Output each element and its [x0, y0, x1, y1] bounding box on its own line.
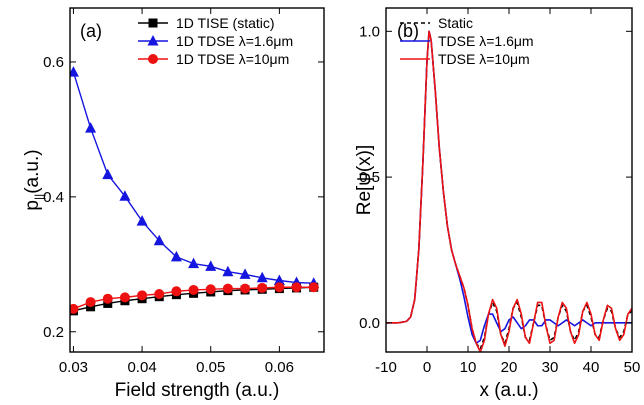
panel-b-y-ticks: 0.0 0.5 1.0	[359, 23, 632, 332]
panel-a-series-1-point	[119, 190, 131, 201]
panel-b-series-1-line	[386, 30, 632, 345]
panel-a-y-tick-label: 0.6	[43, 54, 64, 71]
panel-b-y-tick-label: 1.0	[359, 23, 380, 40]
panel-b-y-tick-label: 0.5	[359, 169, 380, 186]
panel-a-label: (a)	[80, 21, 102, 41]
panel-a-x-tick-label: 0.04	[127, 359, 156, 376]
panel-a-series-1-point	[170, 250, 182, 262]
panel-a-x-tick-label: 0.05	[196, 359, 225, 376]
panel-a-legend: 1D TISE (static) 1D TDSE λ=1.6μm 1D TDSE λ…	[138, 15, 293, 67]
panel-a-plot-area	[70, 66, 320, 316]
panel-b: -10 0 10 20 30 40 50 0.0 0.5 1.0 (b) x (a.u.) Re…	[354, 7, 640, 401]
panel-b-series-group	[386, 30, 632, 352]
panel-b-x-tick-label: 30	[542, 359, 559, 376]
panel-b-legend-label: Static	[438, 15, 473, 31]
panel-a-series-2-point	[291, 282, 302, 293]
panel-b-x-tick-label: 40	[583, 359, 600, 376]
panel-a-series-2-point	[171, 286, 182, 297]
panel-a-series-2-point	[154, 288, 165, 299]
panel-a-x-axis-title: Field strength (a.u.)	[115, 380, 280, 401]
panel-a-legend-swatch-marker	[148, 54, 158, 64]
panel-a-series-1-point	[222, 265, 234, 277]
panel-a-series-group	[70, 66, 320, 316]
panel-a-legend-swatch-marker	[148, 18, 158, 28]
panel-a-series-2-point	[222, 283, 233, 294]
panel-b-y-axis-title: Re[ψ(x)]	[354, 145, 375, 216]
panel-a-legend-label: 1D TISE (static)	[176, 15, 275, 31]
panel-a-series-2-point	[137, 290, 148, 301]
panel-a-x-tick-label: 0.03	[59, 359, 88, 376]
panel-a-series-2-point	[119, 292, 130, 303]
panel-a-y-tick-label: 0.4	[43, 189, 64, 206]
panel-a-y-axis-title-units: (a.u.)	[22, 149, 43, 193]
panel-a-series-2-point	[308, 282, 319, 293]
panel-a-x-ticks: 0.03 0.04 0.05 0.06	[59, 8, 294, 376]
panel-a-x-tick-label: 0.06	[265, 359, 294, 376]
panel-a-series-2-point	[188, 284, 199, 295]
panel-b-y-tick-label: 0.0	[359, 315, 380, 332]
panel-a-series-1-point	[153, 234, 165, 246]
panel-b-x-tick-label: 20	[501, 359, 518, 376]
panel-a-series-2-point	[85, 297, 96, 308]
panel-a-series-2-point	[240, 283, 251, 294]
panel-b-legend-label: TDSE λ=1.6μm	[438, 33, 534, 49]
panel-a-y-axis-title-subscript: ||	[32, 194, 46, 200]
panel-b-x-tick-label: 50	[624, 359, 641, 376]
panel-b-x-tick-label: -10	[375, 359, 397, 376]
panel-b-legend: Static TDSE λ=1.6μm TDSE λ=10μm	[400, 15, 534, 67]
panel-a: 0.03 0.04 0.05 0.06 0.2 0.4 0.6 (a) Field str…	[22, 7, 325, 401]
panel-a-series-1-point	[188, 257, 200, 269]
panel-b-plot-area	[386, 30, 632, 352]
panel-a-y-ticks: 0.2 0.4 0.6	[43, 54, 324, 341]
panel-a-y-tick-label: 0.2	[43, 324, 64, 341]
panel-b-label: (b)	[397, 21, 419, 41]
panel-b-x-ticks: -10 0 10 20 30 40 50	[375, 8, 640, 376]
panel-a-series-1-point	[205, 260, 217, 271]
panel-a-series-1-point	[70, 66, 79, 77]
panel-b-legend-label: TDSE λ=10μm	[438, 51, 530, 67]
panel-a-series-1-point	[102, 168, 114, 180]
panel-a-series-2-point	[274, 282, 285, 293]
panel-b-x-tick-label: 10	[460, 359, 477, 376]
panel-a-axes-frame	[69, 7, 325, 353]
panel-b-x-tick-label: 0	[423, 359, 431, 376]
panel-a-series-1-point	[239, 268, 251, 279]
panel-a-legend-swatch-marker	[147, 35, 159, 46]
panel-a-series-2-point	[257, 282, 268, 293]
panel-a-series-1-point	[273, 274, 285, 286]
panel-a-series-1-point	[256, 271, 268, 283]
panel-b-series-0-line	[386, 30, 632, 350]
panel-a-series-2-point	[70, 303, 79, 314]
panel-a-legend-label: 1D TDSE λ=1.6μm	[176, 33, 293, 49]
panel-a-legend-label: 1D TDSE λ=10μm	[176, 51, 289, 67]
panel-a-series-2-point	[205, 284, 216, 295]
panel-a-series-2-point	[102, 293, 113, 304]
panel-b-x-axis-title: x (a.u.)	[479, 380, 538, 401]
panel-a-series-1-point	[136, 215, 148, 226]
panel-a-series-1-point	[85, 122, 97, 133]
panel-a-y-axis-title: p||(a.u.)	[22, 149, 46, 210]
panel-a-y-axis-title-main: p	[22, 200, 43, 211]
panel-b-series-2-line	[386, 30, 632, 352]
